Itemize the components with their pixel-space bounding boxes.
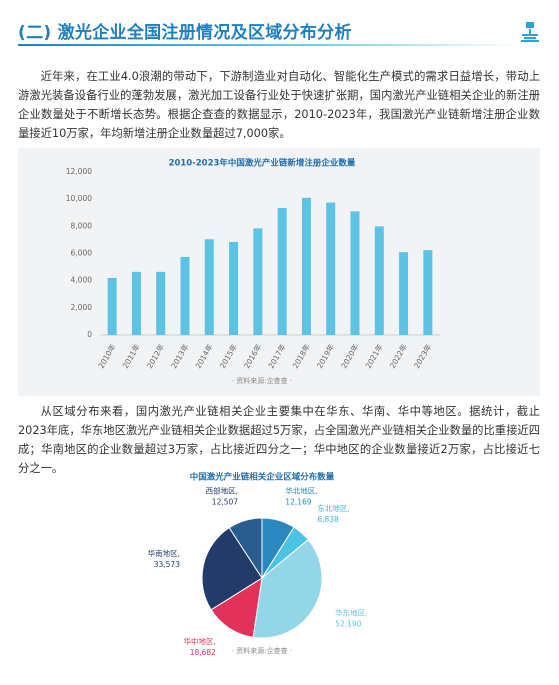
x-tick-label: 2014年 bbox=[193, 342, 215, 370]
bar bbox=[301, 197, 311, 335]
y-tick-label: 0 bbox=[87, 330, 92, 339]
x-tick-label: 2010年 bbox=[96, 342, 118, 370]
x-tick-label: 2021年 bbox=[363, 342, 385, 370]
slice-label: 西部地区, bbox=[206, 485, 238, 495]
x-tick-label: 2016年 bbox=[241, 342, 263, 370]
bar bbox=[326, 202, 336, 335]
slice-label: 东北地区, bbox=[317, 503, 349, 513]
x-tick-label: 2018年 bbox=[290, 342, 312, 370]
slice-value: 12,169 bbox=[285, 497, 311, 506]
x-tick-label: 2013年 bbox=[169, 342, 191, 370]
source-note: · 资料来源:企查查 · bbox=[232, 376, 292, 385]
y-tick-label: 2,000 bbox=[71, 303, 93, 312]
source-note: · 资料来源:企查查 · bbox=[232, 646, 292, 655]
slice-value: 33,573 bbox=[154, 560, 180, 569]
y-tick-label: 12,000 bbox=[66, 167, 92, 176]
x-tick-label: 2011年 bbox=[120, 342, 142, 370]
bar bbox=[156, 271, 166, 335]
bar bbox=[253, 228, 263, 335]
y-tick-label: 8,000 bbox=[71, 221, 93, 230]
pie-slice bbox=[210, 577, 263, 638]
chart-title: 中国激光产业链相关企业区域分布数量 bbox=[190, 472, 335, 483]
slice-label: 华中地区, bbox=[184, 636, 216, 646]
bar bbox=[277, 207, 287, 335]
slice-value: 6,838 bbox=[317, 515, 339, 524]
x-tick-label: 2015年 bbox=[217, 342, 239, 370]
bar bbox=[229, 241, 239, 335]
paragraph: 从区域分布来看，国内激光产业链相关企业主要集中在华东、华南、华中等地区。据统计，… bbox=[18, 405, 540, 475]
bar bbox=[107, 277, 117, 335]
bar-chart: 2010-2023年中国激光产业链新增注册企业数量 0 2,000 4,000 6,00… bbox=[66, 158, 440, 385]
x-tick-label: 2017年 bbox=[266, 342, 288, 370]
y-tick-label: 10,000 bbox=[66, 194, 92, 203]
slice-value: 12,507 bbox=[212, 497, 238, 506]
bar bbox=[180, 256, 190, 335]
y-tick-label: 4,000 bbox=[71, 276, 93, 285]
bar bbox=[374, 226, 384, 335]
slice-value: 18,682 bbox=[190, 648, 216, 657]
pie-slice bbox=[228, 517, 263, 580]
title-rule bbox=[18, 44, 518, 46]
laser-icon bbox=[521, 22, 539, 42]
slice-value: 52,190 bbox=[335, 619, 361, 628]
x-tick-label: 2020年 bbox=[339, 342, 361, 370]
chart-title: 2010-2023年中国激光产业链新增注册企业数量 bbox=[169, 158, 356, 169]
x-tick-label: 2022年 bbox=[387, 342, 409, 370]
section-title: (二) 激光企业全国注册情况及区域分布分析 bbox=[18, 23, 352, 43]
slice-label: 华南地区, bbox=[148, 548, 180, 558]
x-tick-label: 2023年 bbox=[411, 342, 433, 370]
bar bbox=[350, 211, 360, 335]
bar bbox=[131, 271, 141, 335]
pie-slice bbox=[252, 538, 323, 639]
paragraph: 近年来，在工业4.0浪潮的带动下，下游制造业对自动化、智能化生产模式的需求日益增… bbox=[18, 70, 540, 140]
slice-label: 华北地区, bbox=[285, 485, 317, 495]
x-tick-label: 2012年 bbox=[144, 342, 166, 370]
slice-label: 华东地区, bbox=[335, 607, 367, 617]
y-tick-label: 6,000 bbox=[71, 249, 93, 258]
bar bbox=[204, 239, 214, 335]
pie-slice bbox=[201, 527, 263, 611]
bar bbox=[423, 250, 433, 335]
bar bbox=[399, 252, 409, 335]
x-tick-label: 2019年 bbox=[314, 342, 336, 370]
